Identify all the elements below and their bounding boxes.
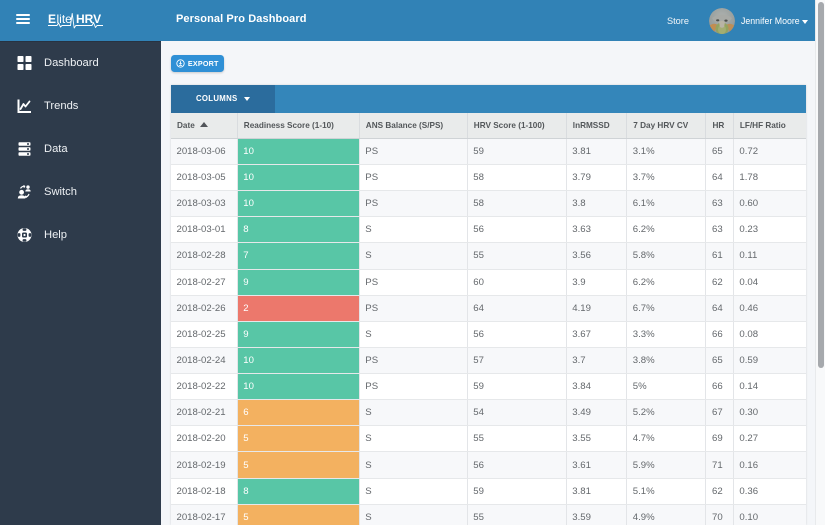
svg-text:E: E	[48, 12, 56, 26]
svg-text:lite: lite	[57, 12, 73, 26]
svg-text:HRV: HRV	[76, 12, 101, 26]
